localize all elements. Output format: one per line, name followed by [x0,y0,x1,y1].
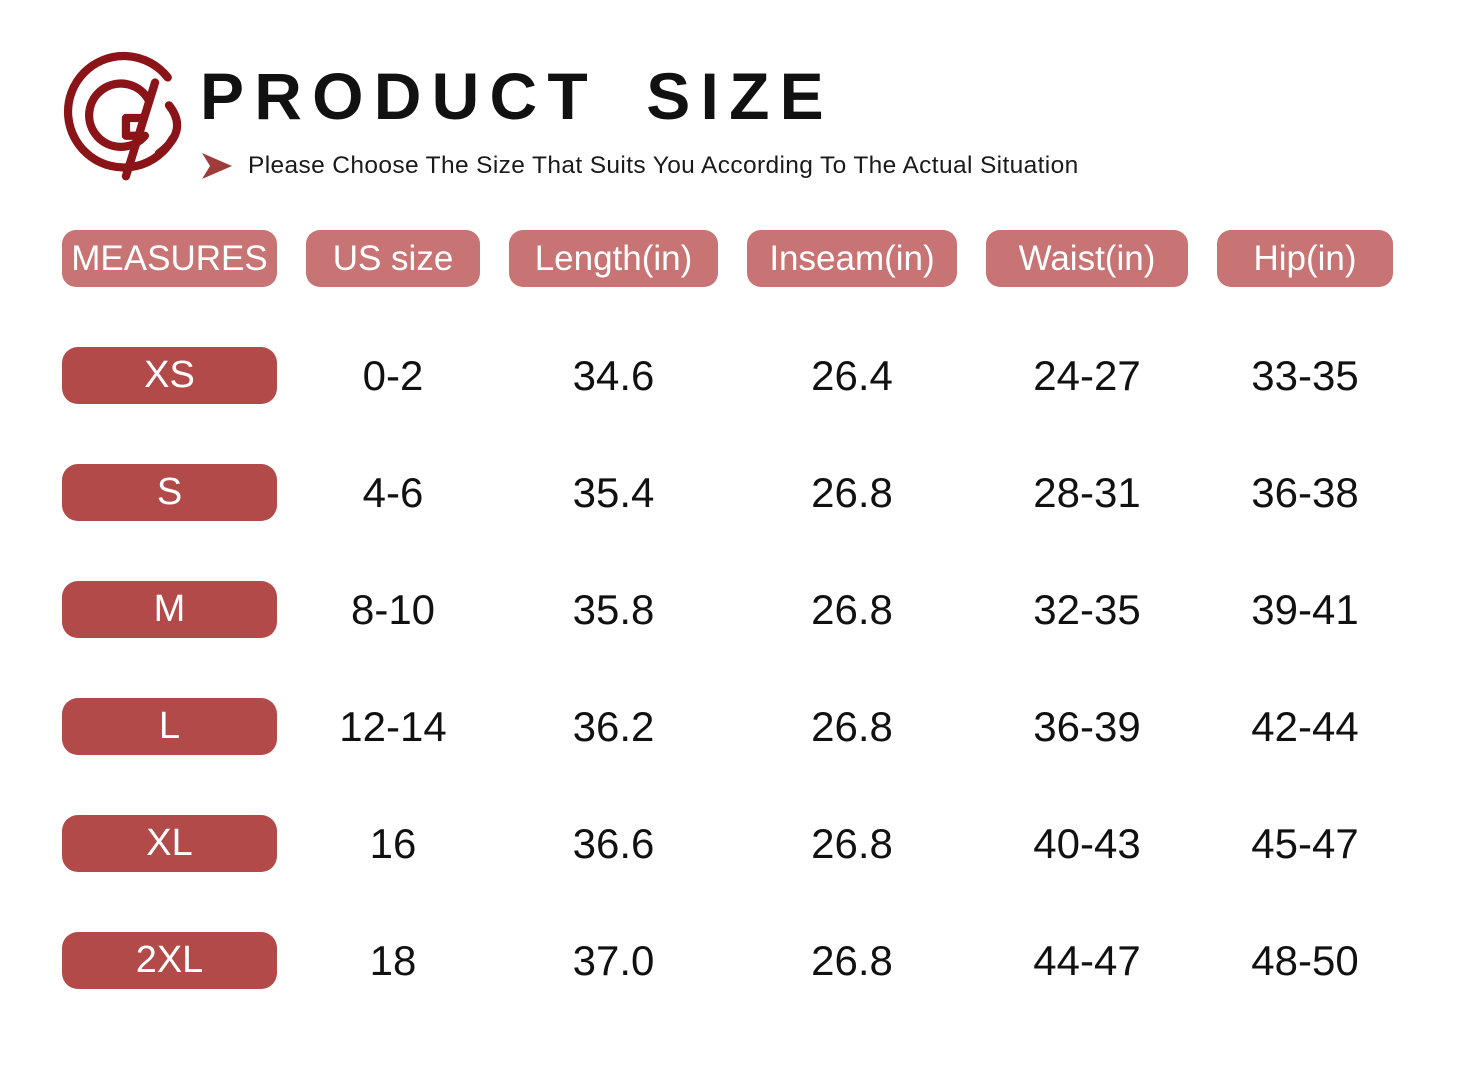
cell-m-us-size: 8-10 [350,585,436,633]
cell-2xl-waist: 44-47 [1033,936,1141,984]
column-header-inseam-in: Inseam(in) [747,230,957,287]
cell-m-inseam: 26.8 [811,585,893,633]
cell-s-length: 35.4 [572,468,655,516]
cell-s-waist: 28-31 [1033,468,1141,516]
cell-m-hip: 39-41 [1251,585,1359,633]
column-header-us-size: US size [306,230,480,287]
cell-l-length: 36.2 [572,702,655,750]
column-header-measures: MEASURES [62,230,277,287]
cell-xl-waist: 40-43 [1033,819,1141,867]
cell-xl-length: 36.6 [572,819,655,867]
cell-l-inseam: 26.8 [811,702,893,750]
column-header-hip-in: Hip(in) [1217,230,1393,287]
subtitle-text: Please Choose The Size That Suits You Ac… [248,152,1079,179]
cell-s-us-size: 4-6 [362,468,424,516]
cell-m-length: 35.8 [572,585,655,633]
size-pill-l: L [62,698,277,755]
cell-xl-hip: 45-47 [1251,819,1359,867]
size-pill-xs: XS [62,347,277,404]
cell-xs-hip: 33-35 [1251,351,1359,399]
size-pill-2xl: 2XL [62,932,277,989]
cell-xs-us-size: 0-2 [362,351,424,399]
cell-xs-inseam: 26.4 [811,351,893,399]
cell-xl-inseam: 26.8 [811,819,893,867]
cell-l-hip: 42-44 [1251,702,1359,750]
cell-l-us-size: 12-14 [339,702,447,750]
cell-xs-waist: 24-27 [1033,351,1141,399]
cell-2xl-hip: 48-50 [1251,936,1359,984]
g-monogram-icon [63,51,182,181]
size-pill-m: M [62,581,277,638]
size-pill-xl: XL [62,815,277,872]
cell-s-inseam: 26.8 [811,468,893,516]
column-header-length-in: Length(in) [509,230,718,287]
cell-xs-length: 34.6 [572,351,655,399]
size-table: MEASURES US size Length(in) Inseam(in) W… [62,230,1393,989]
cell-s-hip: 36-38 [1251,468,1359,516]
size-pill-s: S [62,464,277,521]
brand-logo [55,42,207,194]
subtitle-row: Please Choose The Size That Suits You Ac… [202,152,1079,180]
cell-xl-us-size: 16 [369,819,417,867]
column-header-waist-in: Waist(in) [986,230,1188,287]
cell-2xl-length: 37.0 [572,936,655,984]
cell-l-waist: 36-39 [1033,702,1141,750]
cell-2xl-us-size: 18 [369,936,417,984]
page-title: PRODUCT SIZE [200,59,834,133]
cell-2xl-inseam: 26.8 [811,936,893,984]
cell-m-waist: 32-35 [1033,585,1141,633]
arrow-right-icon [202,153,232,179]
